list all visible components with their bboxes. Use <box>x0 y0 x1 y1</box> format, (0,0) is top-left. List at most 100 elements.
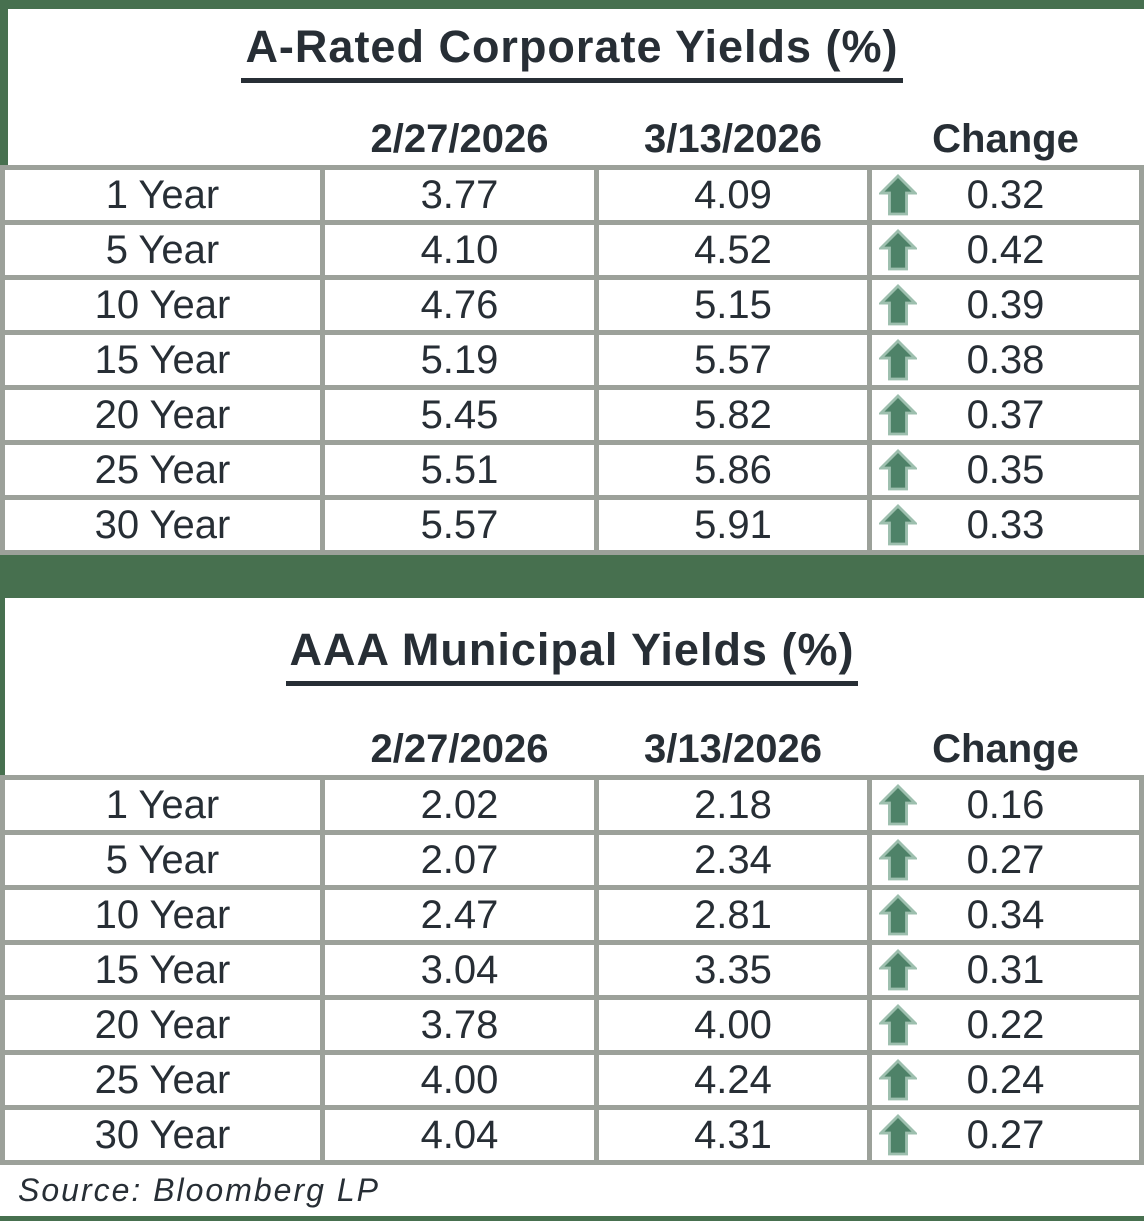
up-arrow-icon <box>879 504 917 546</box>
curr-yield: 4.31 <box>599 1110 867 1160</box>
tenor-label: 20 Year <box>5 1000 320 1050</box>
up-arrow-icon <box>879 449 917 491</box>
change-value: 0.35 <box>966 447 1045 492</box>
up-arrow-icon <box>879 1059 917 1101</box>
bottom-green-bar <box>0 1216 1144 1221</box>
corporate-section-header: A-Rated Corporate Yields (%) 2/27/2026 3… <box>0 9 1144 165</box>
up-arrow-icon <box>879 1004 917 1046</box>
curr-yield: 5.91 <box>599 500 867 550</box>
up-arrow-icon <box>879 949 917 991</box>
up-arrow-icon <box>879 284 917 326</box>
change-value: 0.33 <box>966 502 1045 547</box>
change-cell: 0.22 <box>872 1000 1139 1050</box>
change-value: 0.38 <box>966 337 1045 382</box>
tenor-label: 1 Year <box>5 780 320 830</box>
column-header-change: Change <box>932 117 1079 161</box>
curr-yield: 5.15 <box>599 280 867 330</box>
curr-yield: 5.57 <box>599 335 867 385</box>
change-cell: 0.16 <box>872 780 1139 830</box>
tenor-label: 25 Year <box>5 445 320 495</box>
change-value: 0.24 <box>966 1057 1045 1102</box>
municipal-section-header: AAA Municipal Yields (%) 2/27/2026 3/13/… <box>0 598 1144 775</box>
prev-yield: 2.07 <box>325 835 594 885</box>
column-header-blank <box>5 725 320 773</box>
top-green-bar <box>0 0 1144 9</box>
tenor-label: 25 Year <box>5 1055 320 1105</box>
tenor-label: 15 Year <box>5 335 320 385</box>
tenor-label: 5 Year <box>5 225 320 275</box>
column-header-change: Change <box>932 727 1079 771</box>
up-arrow-icon <box>879 229 917 271</box>
change-value: 0.27 <box>966 837 1045 882</box>
source-note: Source: Bloomberg LP <box>0 1165 1144 1216</box>
prev-yield: 2.47 <box>325 890 594 940</box>
column-header-blank <box>5 115 320 163</box>
change-cell: 0.34 <box>872 890 1139 940</box>
change-cell: 0.35 <box>872 445 1139 495</box>
prev-yield: 4.76 <box>325 280 594 330</box>
up-arrow-icon <box>879 394 917 436</box>
change-cell: 0.33 <box>872 500 1139 550</box>
tenor-label: 5 Year <box>5 835 320 885</box>
change-value: 0.42 <box>966 227 1045 272</box>
tenor-label: 20 Year <box>5 390 320 440</box>
tenor-label: 1 Year <box>5 170 320 220</box>
change-value: 0.39 <box>966 282 1045 327</box>
curr-yield: 2.34 <box>599 835 867 885</box>
municipal-table-title: AAA Municipal Yields (%) <box>0 624 1144 686</box>
column-header-curr-date: 3/13/2026 <box>644 727 822 771</box>
change-value: 0.22 <box>966 1002 1045 1047</box>
corporate-column-headers: 2/27/2026 3/13/2026 Change <box>0 115 1144 163</box>
up-arrow-icon <box>879 174 917 216</box>
prev-yield: 4.10 <box>325 225 594 275</box>
change-cell: 0.24 <box>872 1055 1139 1105</box>
tenor-label: 30 Year <box>5 500 320 550</box>
tenor-label: 10 Year <box>5 890 320 940</box>
curr-yield: 4.00 <box>599 1000 867 1050</box>
up-arrow-icon <box>879 894 917 936</box>
prev-yield: 3.78 <box>325 1000 594 1050</box>
curr-yield: 4.09 <box>599 170 867 220</box>
prev-yield: 3.04 <box>325 945 594 995</box>
change-value: 0.31 <box>966 947 1045 992</box>
curr-yield: 3.35 <box>599 945 867 995</box>
change-cell: 0.38 <box>872 335 1139 385</box>
tenor-label: 10 Year <box>5 280 320 330</box>
change-cell: 0.32 <box>872 170 1139 220</box>
prev-yield: 5.51 <box>325 445 594 495</box>
left-green-strip <box>0 598 5 775</box>
up-arrow-icon <box>879 784 917 826</box>
tenor-label: 15 Year <box>5 945 320 995</box>
up-arrow-icon <box>879 1114 917 1156</box>
corporate-table-title-text: A-Rated Corporate Yields (%) <box>241 21 903 83</box>
change-value: 0.27 <box>966 1112 1045 1157</box>
prev-yield: 4.04 <box>325 1110 594 1160</box>
curr-yield: 5.86 <box>599 445 867 495</box>
curr-yield: 5.82 <box>599 390 867 440</box>
prev-yield: 5.19 <box>325 335 594 385</box>
prev-yield: 4.00 <box>325 1055 594 1105</box>
change-cell: 0.27 <box>872 835 1139 885</box>
change-cell: 0.27 <box>872 1110 1139 1160</box>
change-cell: 0.39 <box>872 280 1139 330</box>
corporate-yields-table: 1 Year 3.77 4.09 0.32 5 Year 4.10 4.52 0… <box>0 165 1144 555</box>
up-arrow-icon <box>879 339 917 381</box>
curr-yield: 4.52 <box>599 225 867 275</box>
change-cell: 0.42 <box>872 225 1139 275</box>
section-divider-bar <box>0 555 1144 598</box>
column-header-curr-date: 3/13/2026 <box>644 117 822 161</box>
left-green-strip <box>0 9 8 165</box>
prev-yield: 3.77 <box>325 170 594 220</box>
up-arrow-icon <box>879 839 917 881</box>
prev-yield: 5.45 <box>325 390 594 440</box>
change-value: 0.37 <box>966 392 1045 437</box>
curr-yield: 2.81 <box>599 890 867 940</box>
change-cell: 0.37 <box>872 390 1139 440</box>
municipal-column-headers: 2/27/2026 3/13/2026 Change <box>0 725 1144 773</box>
prev-yield: 2.02 <box>325 780 594 830</box>
curr-yield: 2.18 <box>599 780 867 830</box>
source-note-text: Source: Bloomberg LP <box>18 1172 380 1208</box>
prev-yield: 5.57 <box>325 500 594 550</box>
column-header-prev-date: 2/27/2026 <box>370 727 549 771</box>
